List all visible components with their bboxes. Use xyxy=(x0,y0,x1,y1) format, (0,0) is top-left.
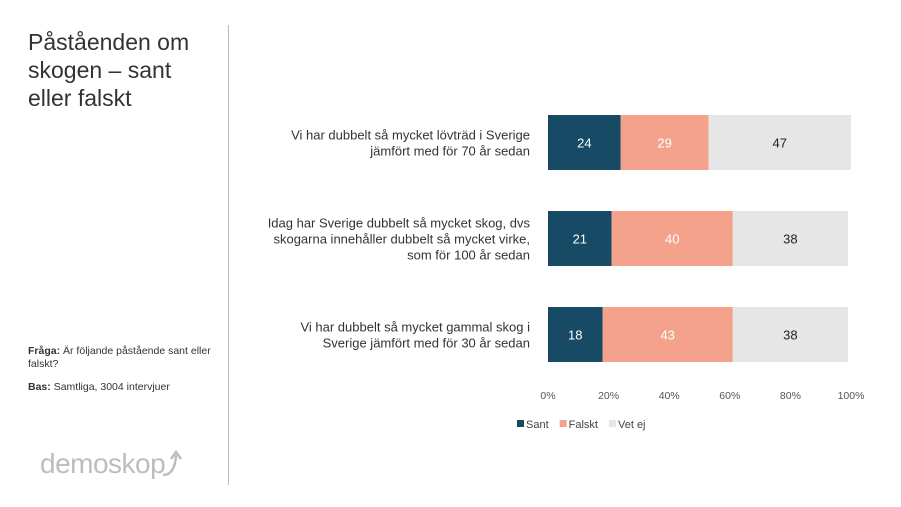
bar-falskt xyxy=(611,211,733,266)
data-label: 40 xyxy=(665,232,679,247)
bar-falskt xyxy=(620,115,709,170)
question-label: Fråga: xyxy=(28,345,61,357)
notes: Fråga: Är följande påstående sant eller … xyxy=(28,345,213,404)
data-label: 38 xyxy=(783,328,797,343)
arrow-icon xyxy=(163,449,183,477)
divider xyxy=(228,25,229,485)
legend-swatch xyxy=(559,420,567,427)
x-tick-label: 80% xyxy=(780,390,801,402)
category-label: skogarna innehåller dubbelt så mycket vi… xyxy=(273,232,530,247)
data-label: 29 xyxy=(657,136,671,151)
category-label: Sverige jämfört med för 30 år sedan xyxy=(323,336,530,351)
category-label: jämfört med för 70 år sedan xyxy=(369,144,530,159)
data-label: 21 xyxy=(573,232,587,247)
data-label: 47 xyxy=(773,136,787,151)
x-tick-label: 40% xyxy=(659,390,680,402)
x-tick-label: 60% xyxy=(719,390,740,402)
base-text: Samtliga, 3004 intervjuer xyxy=(53,381,170,393)
legend-label: Falskt xyxy=(569,419,598,431)
category-label: Vi har dubbelt så mycket gammal skog i xyxy=(300,320,530,335)
logo-text: demoskop xyxy=(40,448,166,479)
category-label: Idag har Sverige dubbelt så mycket skog,… xyxy=(268,216,531,231)
data-label: 18 xyxy=(568,328,582,343)
bar-vet-ej xyxy=(732,307,848,362)
bar-sant xyxy=(548,307,603,362)
base-note: Bas: Samtliga, 3004 intervjuer xyxy=(28,381,213,394)
question-note: Fråga: Är följande påstående sant eller … xyxy=(28,345,213,371)
data-label: 38 xyxy=(783,232,797,247)
legend-swatch xyxy=(608,420,616,427)
bar-falskt xyxy=(602,307,733,362)
x-tick-label: 100% xyxy=(838,390,865,402)
category-label: Vi har dubbelt så mycket lövträd i Sveri… xyxy=(291,128,530,143)
question-text: Är följande påstående sant eller falskt? xyxy=(28,345,211,370)
bar-vet-ej xyxy=(708,115,851,170)
x-tick-label: 0% xyxy=(540,390,555,402)
bar-vet-ej xyxy=(732,211,848,266)
legend-label: Sant xyxy=(526,419,549,431)
demoskop-logo: demoskop xyxy=(40,448,183,480)
x-tick-label: 20% xyxy=(598,390,619,402)
data-label: 24 xyxy=(577,136,591,151)
bar-sant xyxy=(548,115,621,170)
base-label: Bas: xyxy=(28,381,51,393)
category-label: som för 100 år sedan xyxy=(407,248,530,263)
bar-sant xyxy=(548,211,612,266)
legend-swatch xyxy=(517,420,524,427)
data-label: 43 xyxy=(660,328,674,343)
legend-label: Vet ej xyxy=(618,419,646,431)
slide-title: Påståenden om skogen – sant eller falskt xyxy=(28,29,190,111)
